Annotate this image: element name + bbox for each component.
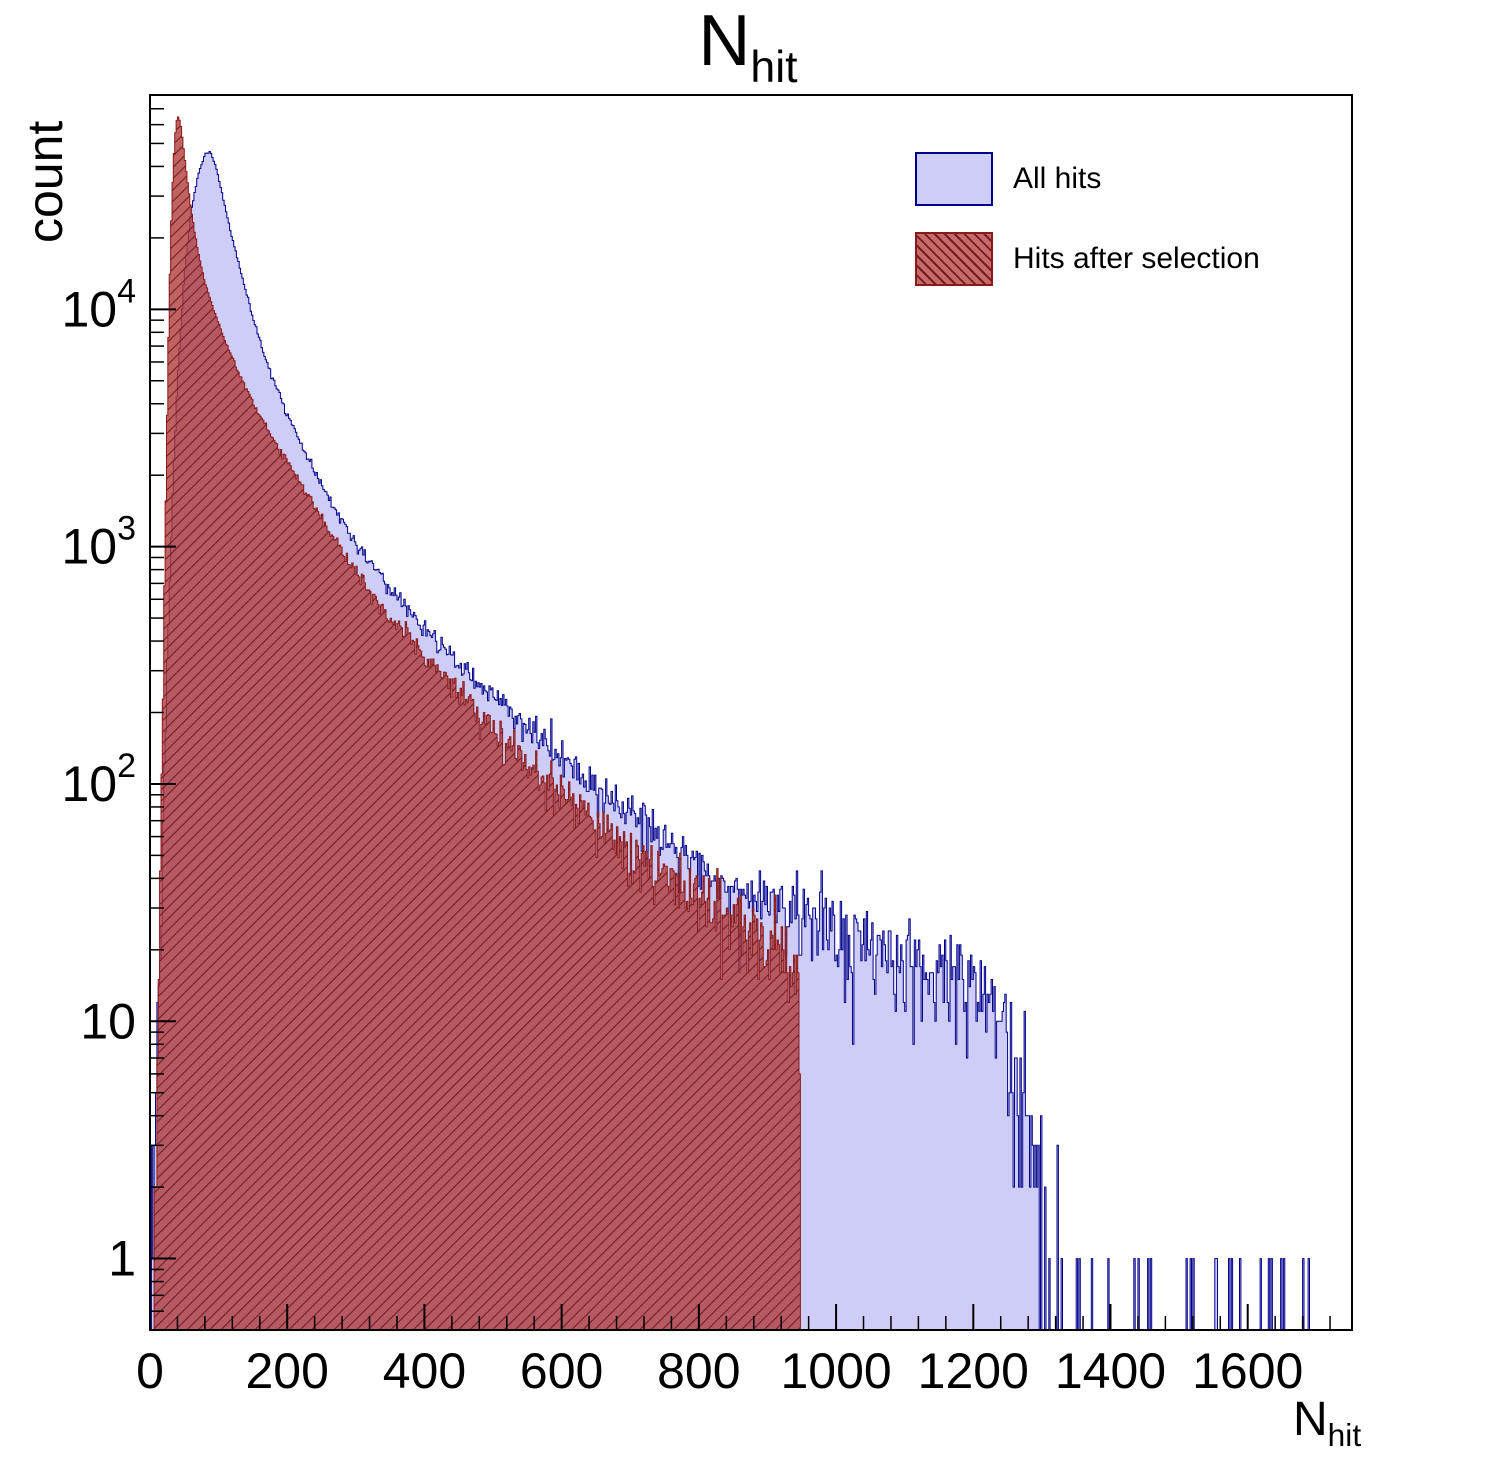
all-hits-swatch-icon: [915, 152, 993, 206]
axes: 0 200 400 600 800 1000 1200 1400 1600 1 10 102 103 10…: [61, 94, 1353, 1399]
x-tick-label: 400: [383, 1343, 466, 1399]
x-tick-label: 800: [657, 1343, 740, 1399]
x-axis-title-main: N: [1293, 1393, 1328, 1446]
legend-label-all-hits: All hits: [1013, 162, 1102, 195]
x-tick-label: 1200: [918, 1343, 1029, 1399]
title-subscript: hit: [750, 42, 798, 92]
y-tick-label: 1: [108, 1231, 136, 1287]
x-axis-title: Nhit: [1293, 1392, 1361, 1454]
y-axis-title: count: [17, 120, 73, 243]
y-tick-label: 104: [61, 272, 136, 337]
histograms: [150, 116, 1310, 1330]
chart-title: Nhit: [0, 1, 1496, 92]
selected-hits-swatch-icon: [915, 232, 993, 286]
y-tick-label: 102: [61, 747, 136, 812]
selected-hits-histogram-hatch: [153, 116, 801, 1330]
x-tick-label: 0: [136, 1343, 164, 1399]
x-tick-label: 600: [520, 1343, 603, 1399]
x-axis-title-subscript: hit: [1327, 1417, 1362, 1454]
x-tick-label: 200: [245, 1343, 328, 1399]
legend-item-all-hits: All hits: [915, 152, 1260, 206]
y-tick-label: 103: [61, 510, 136, 575]
y-tick-label: 10: [80, 993, 136, 1049]
x-tick-label: 1000: [780, 1343, 891, 1399]
x-tick-label: 1600: [1192, 1343, 1303, 1399]
legend: All hits Hits after selection: [915, 152, 1260, 312]
title-main: N: [698, 1, 751, 81]
legend-label-selection: Hits after selection: [1013, 242, 1260, 275]
legend-item-selection: Hits after selection: [915, 232, 1260, 286]
x-tick-label: 1400: [1055, 1343, 1166, 1399]
